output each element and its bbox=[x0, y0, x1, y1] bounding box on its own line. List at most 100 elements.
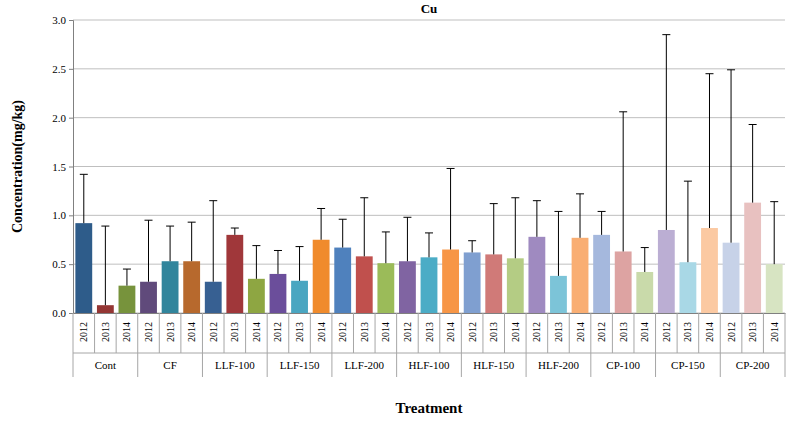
title: Cu bbox=[421, 1, 438, 16]
x-tick-label: 2012 bbox=[531, 322, 542, 342]
error-bar-stem bbox=[558, 211, 559, 275]
error-bar-cap bbox=[468, 240, 476, 241]
grid-line bbox=[73, 166, 785, 167]
error-bar-cap bbox=[684, 181, 692, 182]
bar bbox=[485, 254, 502, 313]
error-bar bbox=[490, 204, 498, 255]
bar bbox=[399, 261, 416, 313]
x-tick-label: 2013 bbox=[229, 322, 240, 342]
bar bbox=[205, 282, 222, 313]
x-tick-label: 2012 bbox=[78, 322, 89, 342]
error-bar-stem bbox=[644, 248, 645, 272]
y-tick-label: 1.5 bbox=[52, 161, 66, 173]
error-bar bbox=[296, 247, 304, 281]
x-tick: 2014 bbox=[704, 313, 715, 342]
bar bbox=[658, 230, 675, 313]
category-divider bbox=[202, 313, 203, 377]
error-bar-cap bbox=[80, 174, 88, 175]
y-tick-label: 3.0 bbox=[52, 14, 66, 26]
y-tick: 3.0 bbox=[52, 14, 73, 26]
category-divider bbox=[310, 313, 311, 353]
x-tick-label: 2012 bbox=[596, 322, 607, 342]
error-bar-stem bbox=[321, 208, 322, 239]
error-bar-stem bbox=[429, 233, 430, 257]
category-divider bbox=[612, 313, 613, 353]
error-bar bbox=[166, 226, 174, 261]
x-axis-line bbox=[74, 313, 786, 314]
y-tick: 0.0 bbox=[52, 307, 73, 319]
error-bar-stem bbox=[385, 232, 386, 263]
error-bar-cap bbox=[382, 231, 390, 232]
error-bar-stem bbox=[170, 226, 171, 261]
bar bbox=[550, 276, 567, 313]
x-tick: 2013 bbox=[165, 313, 176, 342]
chart: Cu0.00.51.01.52.02.53.0Concentration(mg/… bbox=[0, 0, 790, 438]
x-tick-label: 2012 bbox=[272, 322, 283, 342]
x-tick: 2014 bbox=[186, 313, 197, 342]
x-tick-label: 2014 bbox=[445, 322, 456, 342]
bar bbox=[377, 263, 394, 313]
error-bar bbox=[554, 211, 562, 275]
category-divider bbox=[504, 313, 505, 353]
error-bar bbox=[727, 70, 735, 243]
category-divider bbox=[461, 313, 462, 377]
error-bar-cap bbox=[252, 245, 260, 246]
error-bar bbox=[188, 222, 196, 261]
y-axis: 0.00.51.01.52.02.53.0 bbox=[52, 14, 73, 319]
bar bbox=[226, 235, 243, 313]
y-tick: 2.0 bbox=[52, 112, 73, 124]
x-tick: 2013 bbox=[682, 313, 693, 342]
error-bar-cap bbox=[403, 217, 411, 218]
bar bbox=[679, 262, 696, 313]
error-bar-stem bbox=[731, 70, 732, 243]
bar bbox=[442, 250, 459, 313]
x-tick: 2012 bbox=[531, 313, 542, 342]
grid-line bbox=[73, 117, 785, 118]
error-bar-stem bbox=[472, 241, 473, 253]
bar bbox=[528, 237, 545, 313]
x-tick-label: 2013 bbox=[359, 322, 370, 342]
error-bar-stem bbox=[666, 35, 667, 230]
x-tick-label: 2014 bbox=[639, 322, 650, 342]
error-bar-cap bbox=[749, 124, 757, 125]
x-tick: 2012 bbox=[337, 313, 348, 342]
error-bar bbox=[749, 125, 757, 203]
category-divider bbox=[159, 313, 160, 353]
category-divider bbox=[590, 313, 591, 377]
error-bar-stem bbox=[126, 269, 127, 286]
category-divider bbox=[396, 313, 397, 377]
group-label: CP-200 bbox=[736, 359, 770, 371]
error-bar-stem bbox=[191, 222, 192, 261]
error-bar-stem bbox=[256, 246, 257, 279]
x-tick-label: 2014 bbox=[121, 322, 132, 342]
x-tick: 2013 bbox=[618, 313, 629, 342]
group-label: CF bbox=[163, 359, 176, 371]
grid-line bbox=[73, 215, 785, 216]
bar bbox=[421, 257, 438, 313]
category-divider bbox=[547, 313, 548, 353]
x-tick: 2014 bbox=[121, 313, 132, 342]
category-dividers bbox=[73, 313, 785, 377]
error-bar bbox=[403, 217, 411, 261]
error-bar-stem bbox=[234, 228, 235, 235]
x-tick-label: 2013 bbox=[682, 322, 693, 342]
error-bar-cap bbox=[447, 168, 455, 169]
error-bar-cap bbox=[145, 220, 153, 221]
x-tick-label: 2014 bbox=[704, 322, 715, 342]
x-tick-label: 2012 bbox=[661, 322, 672, 342]
x-tick: 2012 bbox=[78, 313, 89, 342]
error-bar-cap bbox=[339, 219, 347, 220]
category-divider bbox=[785, 313, 786, 377]
y-tick-label: 0.5 bbox=[52, 258, 66, 270]
group-label: LLF-200 bbox=[344, 359, 384, 371]
y-axis-line bbox=[69, 21, 74, 314]
category-divider bbox=[526, 313, 527, 377]
category-divider bbox=[633, 313, 634, 353]
y-tick: 1.0 bbox=[52, 209, 73, 221]
bar bbox=[291, 281, 308, 313]
x-tick: 2013 bbox=[747, 313, 758, 342]
x-tick-label: 2012 bbox=[337, 322, 348, 342]
category-divider bbox=[267, 313, 268, 377]
bar bbox=[701, 228, 718, 313]
x-tick-label: 2013 bbox=[165, 322, 176, 342]
